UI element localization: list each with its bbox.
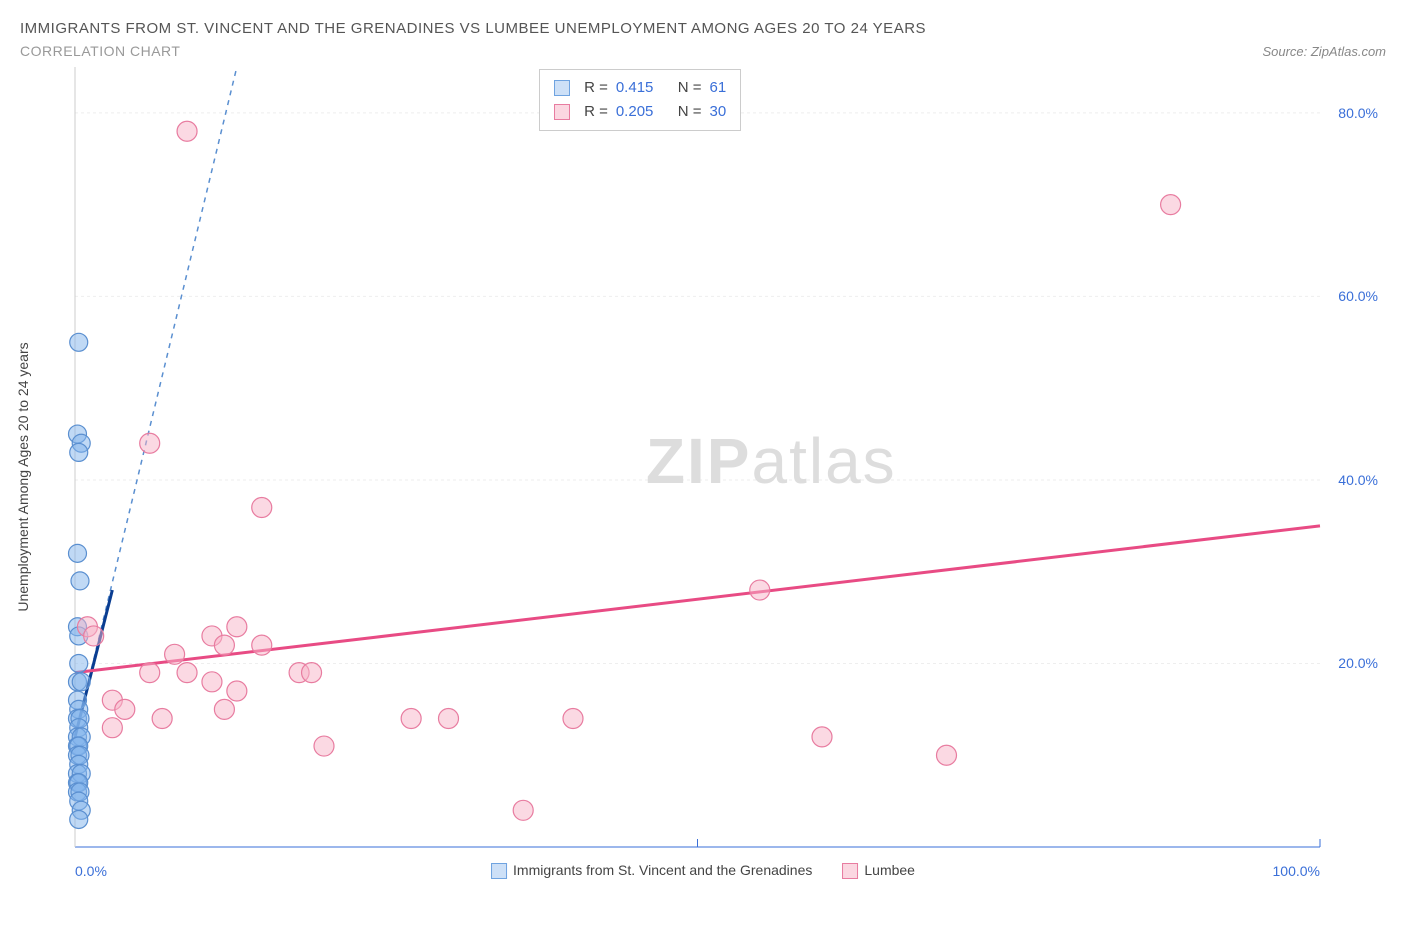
y-tick-label: 20.0%: [1338, 655, 1378, 671]
y-axis-label: Unemployment Among Ages 20 to 24 years: [15, 342, 31, 611]
source-text: Source: ZipAtlas.com: [1262, 44, 1386, 59]
chart-container: IMMIGRANTS FROM ST. VINCENT AND THE GREN…: [20, 20, 1386, 910]
chart-subtitle: CORRELATION CHART: [20, 43, 180, 59]
y-tick-label: 60.0%: [1338, 288, 1378, 304]
plot-svg: [20, 67, 1386, 887]
legend-swatch: [842, 863, 858, 879]
stats-legend-box: R = 0.415 N = 61R = 0.205 N = 30: [539, 69, 741, 131]
bottom-legend: Immigrants from St. Vincent and the Gren…: [491, 862, 915, 879]
bottom-legend-item: Lumbee: [842, 862, 915, 879]
y-tick-label: 40.0%: [1338, 472, 1378, 488]
chart-title: IMMIGRANTS FROM ST. VINCENT AND THE GREN…: [20, 20, 1386, 37]
legend-swatch: [554, 80, 570, 96]
x-tick-label: 0.0%: [75, 863, 107, 879]
y-tick-label: 80.0%: [1338, 105, 1378, 121]
stats-row: R = 0.205 N = 30: [554, 100, 726, 124]
legend-swatch: [554, 104, 570, 120]
plot-area: Unemployment Among Ages 20 to 24 years Z…: [20, 67, 1386, 887]
x-tick-label: 100.0%: [1273, 863, 1320, 879]
subtitle-row: CORRELATION CHART Source: ZipAtlas.com: [20, 43, 1386, 59]
stats-row: R = 0.415 N = 61: [554, 76, 726, 100]
legend-swatch: [491, 863, 507, 879]
bottom-legend-item: Immigrants from St. Vincent and the Gren…: [491, 862, 812, 879]
